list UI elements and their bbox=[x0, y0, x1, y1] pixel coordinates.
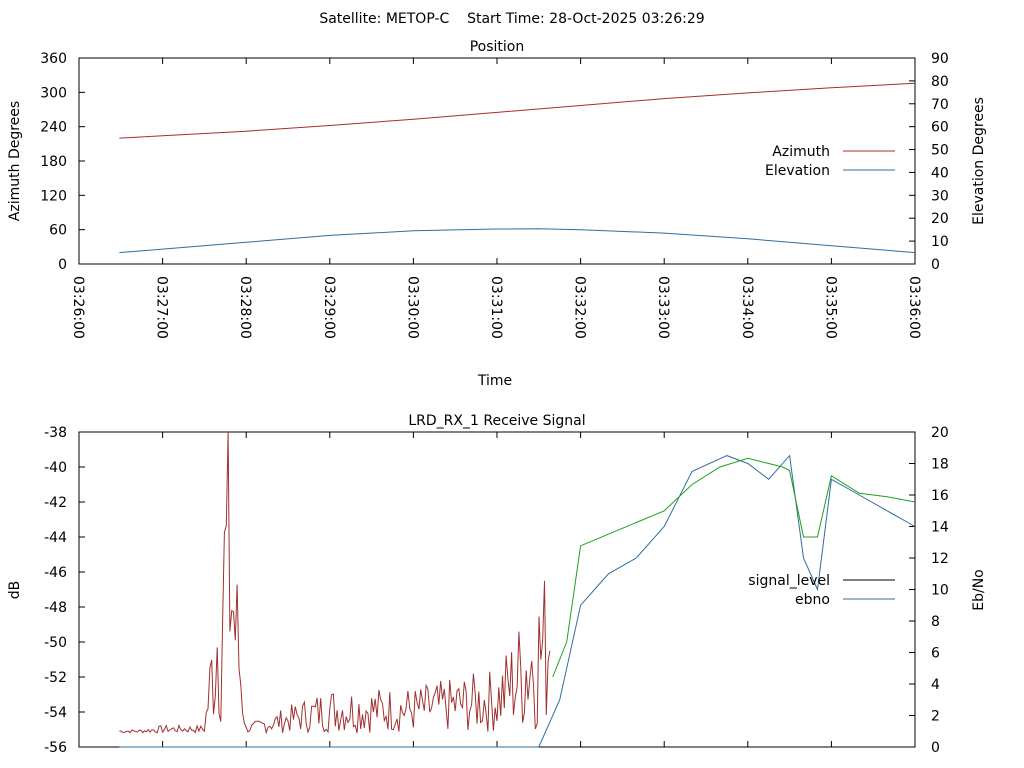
legend-label-signal-level: signal_level bbox=[748, 573, 830, 589]
signal-ytick-label: -52 bbox=[44, 670, 67, 686]
position-ytick-label: 60 bbox=[49, 223, 67, 239]
signal-chart-title: LRD_RX_1 Receive Signal bbox=[408, 413, 585, 429]
signal-ytick-label: -48 bbox=[44, 600, 67, 616]
position-xtick-label: 03:32:00 bbox=[572, 276, 588, 339]
position-ylabel: Azimuth Degrees bbox=[7, 101, 23, 221]
position-y2tick-label: 0 bbox=[931, 257, 940, 273]
signal-y2tick-label: 8 bbox=[931, 614, 940, 630]
position-y2tick-label: 50 bbox=[931, 143, 949, 159]
signal-legend: signal_level ebno bbox=[748, 573, 895, 608]
position-y2tick-label: 30 bbox=[931, 188, 949, 204]
signal-y2tick-label: 14 bbox=[931, 520, 949, 536]
signal-y2tick-label: 6 bbox=[931, 646, 940, 662]
header-title: Satellite: METOP-C Start Time: 28-Oct-20… bbox=[319, 11, 704, 27]
position-xtick-label: 03:27:00 bbox=[154, 276, 170, 339]
position-xtick-label: 03:31:00 bbox=[488, 276, 504, 339]
position-xtick-label: 03:26:00 bbox=[70, 276, 86, 339]
signal-ytick-label: -44 bbox=[44, 530, 67, 546]
position-y2tick-label: 60 bbox=[931, 120, 949, 136]
signal-ytick-label: -50 bbox=[44, 635, 67, 651]
position-y2tick-label: 70 bbox=[931, 97, 949, 113]
position-y2tick-label: 20 bbox=[931, 211, 949, 227]
legend-label-azimuth: Azimuth bbox=[772, 144, 830, 160]
position-xtick-label: 03:35:00 bbox=[822, 276, 838, 339]
position-xtick-label: 03:36:00 bbox=[906, 276, 922, 339]
position-xtick-label: 03:28:00 bbox=[237, 276, 253, 339]
position-series-elevation bbox=[119, 228, 916, 254]
position-chart-title: Position bbox=[470, 39, 525, 55]
signal-ytick-label: -56 bbox=[44, 740, 67, 756]
signal-y2label: Eb/No bbox=[971, 569, 987, 611]
signal-y2tick-label: 12 bbox=[931, 551, 949, 567]
signal-y2tick-label: 18 bbox=[931, 457, 949, 473]
position-y2tick-label: 10 bbox=[931, 234, 949, 250]
legend-label-elevation: Elevation bbox=[765, 163, 830, 179]
position-ytick-label: 360 bbox=[40, 51, 67, 67]
position-y2tick-label: 40 bbox=[931, 165, 949, 181]
position-y2tick-label: 90 bbox=[931, 51, 949, 67]
signal-y2tick-label: 16 bbox=[931, 488, 949, 504]
signal-ytick-label: -40 bbox=[44, 460, 67, 476]
position-xtick-label: 03:33:00 bbox=[655, 276, 671, 339]
position-xtick-label: 03:29:00 bbox=[321, 276, 337, 339]
signal-ytick-label: -46 bbox=[44, 565, 67, 581]
legend-label-ebno: ebno bbox=[795, 592, 830, 608]
signal-y2tick-label: 4 bbox=[931, 677, 940, 693]
signal-plot-frame bbox=[78, 431, 916, 748]
signal-y2tick-label: 10 bbox=[931, 583, 949, 599]
position-ytick-label: 180 bbox=[40, 154, 67, 170]
signal-ytick-label: -38 bbox=[44, 425, 67, 441]
signal-series-trace-3 bbox=[119, 431, 551, 735]
signal-ytick-label: -54 bbox=[44, 705, 67, 721]
signal-y2tick-label: 2 bbox=[931, 709, 940, 725]
position-ytick-label: 240 bbox=[40, 120, 67, 136]
signal-ytick-label: -42 bbox=[44, 495, 67, 511]
position-y2tick-label: 80 bbox=[931, 74, 949, 90]
signal-series-ebno bbox=[119, 454, 916, 748]
position-ytick-label: 300 bbox=[40, 85, 67, 101]
signal-y2tick-label: 0 bbox=[931, 740, 940, 756]
position-series-azimuth bbox=[119, 82, 916, 139]
position-y2label: Elevation Degrees bbox=[971, 97, 987, 225]
position-ytick-label: 120 bbox=[40, 188, 67, 204]
position-chart: Position 03:26:00 03:27:00 03:28:00 03:29:0… bbox=[7, 39, 987, 389]
position-legend: Azimuth Elevation bbox=[765, 144, 895, 179]
signal-series-trace-2 bbox=[552, 457, 916, 678]
position-xtick-label: 03:30:00 bbox=[404, 276, 420, 339]
position-xtick-label: 03:34:00 bbox=[739, 276, 755, 339]
position-plot-frame bbox=[78, 57, 916, 265]
signal-ylabel: dB bbox=[7, 581, 23, 600]
position-xlabel: Time bbox=[477, 373, 512, 389]
position-ytick-label: 0 bbox=[58, 257, 67, 273]
signal-y2tick-label: 20 bbox=[931, 425, 949, 441]
signal-chart: LRD_RX_1 Receive Signal -56 -54 -52 -50 -48 -… bbox=[7, 413, 987, 756]
